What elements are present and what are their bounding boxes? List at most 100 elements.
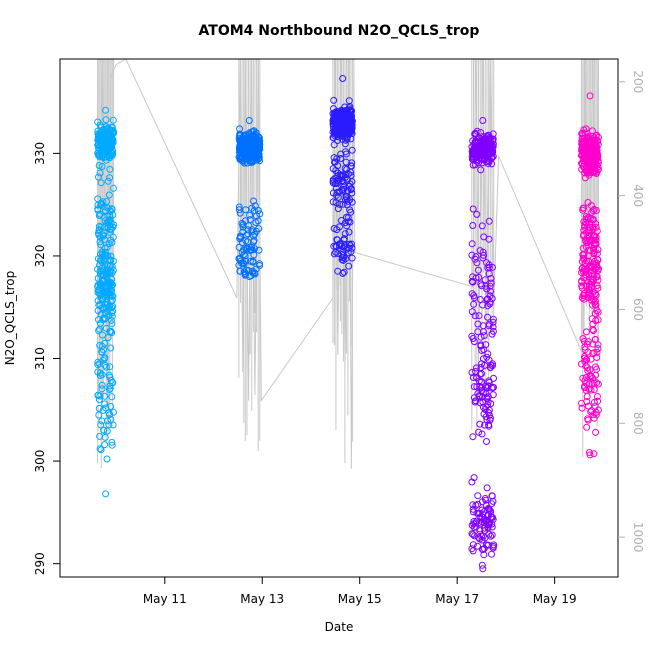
- point-0-335: [94, 361, 102, 369]
- point-4-174: [585, 136, 593, 144]
- point-3-407: [485, 217, 493, 225]
- point-2-363: [343, 195, 351, 203]
- point-3-347: [470, 523, 478, 531]
- point-2-359: [339, 187, 347, 195]
- point-1-399: [256, 210, 264, 218]
- point-3-395: [488, 330, 496, 338]
- point-0-147: [104, 139, 112, 147]
- point-2-343: [342, 213, 350, 221]
- point-0-400: [94, 229, 102, 237]
- point-0-146: [98, 152, 106, 159]
- point-3-35: [477, 166, 485, 174]
- y-tick-label-4: 330: [33, 142, 47, 165]
- point-2-409: [341, 242, 349, 250]
- point-3-240: [472, 368, 480, 375]
- point-4-343: [581, 223, 589, 231]
- point-1-410: [248, 246, 256, 254]
- point-0-125: [94, 118, 102, 126]
- point-3-339: [484, 523, 492, 531]
- point-3-265: [485, 356, 493, 364]
- point-4-323: [588, 264, 596, 272]
- point-3-402: [468, 308, 476, 316]
- point-2-418: [338, 254, 346, 262]
- point-0-291: [107, 262, 114, 270]
- point-4-326: [582, 219, 589, 226]
- point-3-148: [471, 130, 479, 138]
- point-3-388: [470, 300, 478, 308]
- point-3-248: [490, 374, 497, 382]
- point-2-367: [332, 191, 340, 199]
- point-2-335: [341, 165, 349, 172]
- point-4-277: [594, 256, 602, 264]
- point-1-311: [236, 130, 244, 138]
- point-3-250: [476, 420, 484, 428]
- point-2-272: [343, 124, 351, 132]
- point-0-273: [99, 266, 107, 274]
- point-1-379: [256, 262, 264, 269]
- point-1-403: [251, 202, 259, 210]
- point-1-414: [242, 206, 250, 214]
- point-0-392: [105, 191, 113, 199]
- point-3-179: [485, 144, 493, 152]
- point-0-336: [103, 417, 111, 425]
- point-1-417: [250, 251, 258, 259]
- point-0-416: [105, 240, 113, 248]
- point-1-418: [239, 223, 247, 231]
- x-tick-label-2: May 15: [338, 592, 382, 606]
- point-3-242: [484, 398, 492, 406]
- point-1-335: [249, 146, 257, 154]
- point-3-228: [474, 390, 482, 398]
- x-tick-label-0: May 11: [143, 592, 187, 606]
- point-4-339: [594, 276, 602, 284]
- point-2-352: [336, 200, 344, 208]
- point-3-177: [474, 141, 482, 149]
- point-4-333: [585, 281, 593, 289]
- point-3-323: [489, 497, 497, 505]
- point-2-366: [346, 206, 354, 214]
- point-2-375: [337, 150, 345, 158]
- x-tick-label-4: May 19: [533, 592, 577, 606]
- point-3-252: [468, 332, 476, 340]
- point-3-263: [471, 398, 479, 406]
- point-3-283: [468, 478, 476, 486]
- x-axis: May 11 May 13 May 15 May 17 May 19: [143, 577, 577, 606]
- point-2-347: [332, 184, 340, 192]
- point-3-410: [489, 315, 497, 323]
- point-4-413: [588, 380, 596, 388]
- point-4-418: [585, 385, 593, 393]
- point-1-404: [248, 243, 256, 251]
- point-3-262: [481, 383, 489, 390]
- point-4-181: [592, 132, 600, 140]
- point-3-152: [468, 149, 476, 157]
- point-4-159: [582, 136, 590, 144]
- point-2-412: [348, 244, 356, 252]
- point-0-415: [100, 203, 108, 211]
- point-0-236: [104, 334, 112, 342]
- point-3-379: [469, 222, 477, 229]
- point-2-365: [329, 165, 337, 173]
- y-tick-label-0: 290: [33, 552, 47, 575]
- point-3-233: [477, 384, 485, 392]
- point-1-337: [246, 211, 254, 219]
- point-2-415: [330, 250, 338, 258]
- point-0-410: [95, 173, 102, 181]
- point-4-387: [590, 414, 598, 422]
- point-3-337: [488, 523, 496, 531]
- point-3-210: [479, 398, 487, 406]
- point-0-356: [108, 438, 116, 446]
- point-3-358: [469, 508, 477, 516]
- point-2-374: [330, 154, 338, 162]
- point-0-312: [97, 421, 105, 429]
- point-0-414: [101, 217, 109, 225]
- point-1-328: [249, 143, 257, 151]
- point-3-247: [484, 393, 492, 401]
- point-0-338: [98, 381, 106, 389]
- point-4-397: [594, 380, 602, 388]
- point-0-299: [108, 304, 115, 311]
- point-2-390: [348, 254, 356, 262]
- point-0-337: [96, 445, 104, 453]
- point-3-169: [486, 141, 494, 148]
- point-1-405: [240, 251, 248, 258]
- point-4-336: [589, 216, 597, 224]
- point-2-362: [329, 179, 337, 187]
